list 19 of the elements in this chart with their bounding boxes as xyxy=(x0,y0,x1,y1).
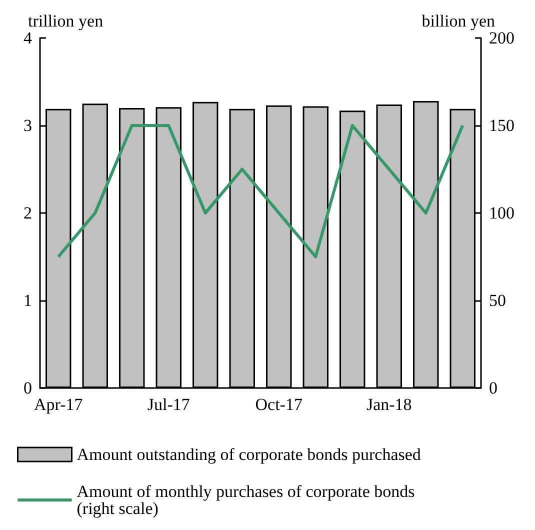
legend-label: Amount of monthly purchases of corporate bonds (right scale) xyxy=(76,482,420,518)
legend-label: Amount outstanding of corporate bonds purchased xyxy=(76,445,422,464)
y-tick-label: 2 xyxy=(24,204,32,222)
y2-axis-title: billion yen xyxy=(422,12,496,31)
x-tick-label: Jan-18 xyxy=(366,395,412,414)
line-series xyxy=(56,124,464,258)
y2-tick-label: 150 xyxy=(489,116,514,135)
x-tick-label: Oct-17 xyxy=(255,395,303,414)
y2-tick-label: 200 xyxy=(489,28,514,48)
y-tick-label: 3 xyxy=(24,116,32,135)
x-tick-label: Jul-17 xyxy=(147,395,190,414)
y-tick-label: 1 xyxy=(24,291,32,310)
y-tick-label: 0 xyxy=(24,378,32,398)
y-tick-label: 4 xyxy=(24,28,32,48)
y2-tick-label: 0 xyxy=(489,378,498,398)
y2-tick-label: 100 xyxy=(489,204,514,222)
y2-tick-label: 50 xyxy=(489,291,506,310)
y-axis-title: trillion yen xyxy=(28,12,104,31)
x-tick-label: Apr-17 xyxy=(34,395,84,414)
